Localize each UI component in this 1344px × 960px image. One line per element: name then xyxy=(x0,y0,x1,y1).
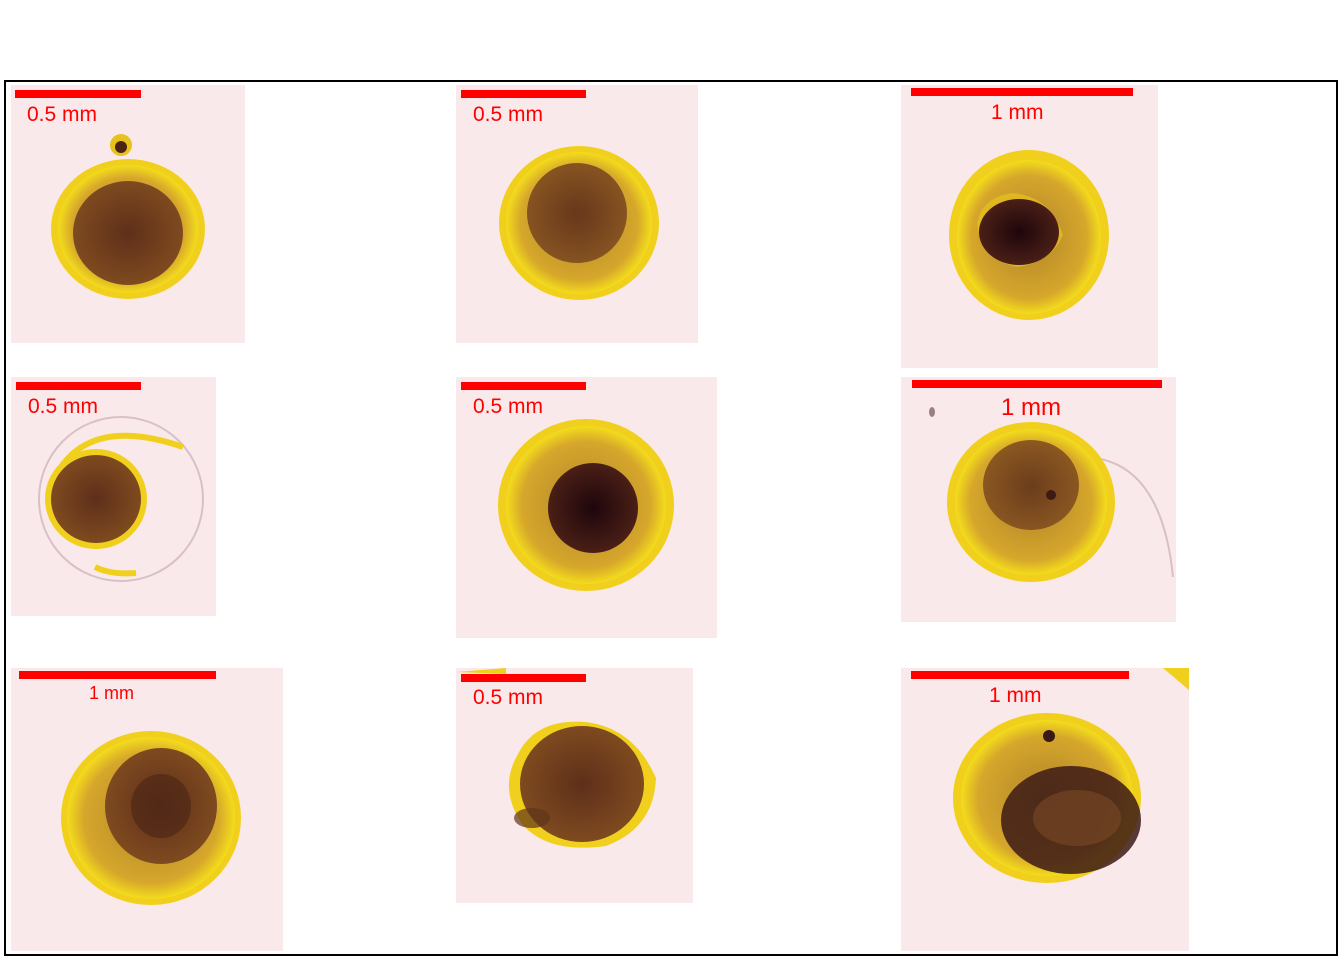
scale-bar xyxy=(19,671,216,679)
scale-bar xyxy=(16,382,141,390)
capsule-image xyxy=(38,416,204,582)
scale-bar xyxy=(911,671,1129,679)
debris-speck xyxy=(929,407,935,417)
scale-label: 0.5 mm xyxy=(473,686,544,709)
scale-label: 0.5 mm xyxy=(27,103,98,126)
scale-bar xyxy=(461,90,586,98)
scale-label: 1 mm xyxy=(991,101,1044,124)
micrograph-panel-r2c3: 1 mm xyxy=(901,377,1176,622)
micrograph-panel-r1c1: 0.5 mm xyxy=(11,85,245,343)
micrograph-panel-r1c2: 0.5 mm xyxy=(456,85,698,343)
scale-bar xyxy=(912,380,1162,388)
micrograph-panel-r3c2: 0.5 mm xyxy=(456,668,693,903)
micrograph-panel-r3c3: 1 mm xyxy=(901,668,1189,951)
capsule-image xyxy=(499,146,659,300)
capsule-image xyxy=(953,668,1189,883)
scale-label: 1 mm xyxy=(989,684,1042,707)
micrograph-panel-r2c1: 0.5 mm xyxy=(11,377,216,616)
micrograph-panel-r1c3: 1 mm xyxy=(901,85,1158,368)
micrograph-panel-r2c2: 0.5 mm xyxy=(456,377,717,638)
capsule-image xyxy=(498,419,674,591)
scale-label: 0.5 mm xyxy=(473,103,544,126)
scale-label: 1 mm xyxy=(89,683,134,703)
capsule-image xyxy=(456,668,656,848)
scale-bar xyxy=(911,88,1133,96)
scale-label: 0.5 mm xyxy=(473,395,544,418)
scale-label: 1 mm xyxy=(1001,394,1061,421)
capsule-image xyxy=(947,422,1174,582)
micrograph-panel-r3c1: 1 mm xyxy=(11,668,283,951)
scale-label: 0.5 mm xyxy=(28,395,99,418)
scale-bar xyxy=(461,674,586,682)
capsule-image xyxy=(51,134,205,299)
scale-bar xyxy=(15,90,141,98)
scale-bar xyxy=(461,382,586,390)
capsule-image xyxy=(61,731,241,905)
capsule-image xyxy=(949,150,1109,320)
